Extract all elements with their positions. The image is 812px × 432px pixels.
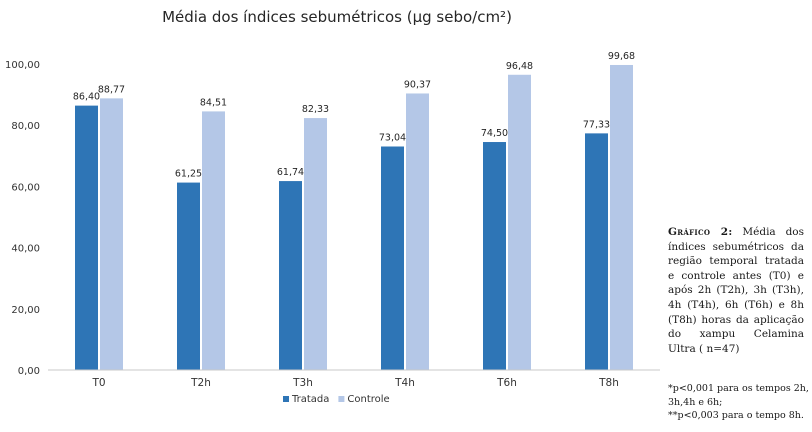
data-label: 82,33 xyxy=(302,104,329,115)
y-tick-label: 40,00 xyxy=(11,244,40,255)
data-label: 84,51 xyxy=(200,97,227,108)
data-label: 73,04 xyxy=(379,132,406,143)
x-axis: T0 T2h T3h T4h T6h T8h xyxy=(48,369,660,389)
x-tick-label: T2h xyxy=(190,377,211,389)
x-tick-label: T0 xyxy=(91,377,105,389)
y-tick-label: 20,00 xyxy=(11,305,40,316)
legend-label: Tratada xyxy=(291,394,329,405)
data-label: 96,48 xyxy=(506,61,533,72)
bar-controle xyxy=(508,74,531,370)
figure-caption: Gráfico 2: Média dos índices sebumétrico… xyxy=(668,225,804,356)
caption-text: Média dos índices sebumétricos da região… xyxy=(668,226,805,355)
bar-tratada xyxy=(177,182,200,370)
data-label: 77,33 xyxy=(583,119,610,130)
bar-controle xyxy=(202,111,225,370)
y-tick-label: 0,00 xyxy=(18,366,40,377)
chart-title: Média dos índices sebumétricos (µg sebo/… xyxy=(162,8,512,26)
y-tick-label: 60,00 xyxy=(11,182,40,193)
data-label: 61,25 xyxy=(175,169,202,180)
note-line-3: **p<0,003 para o tempo 8h. xyxy=(668,410,804,421)
bar-controle xyxy=(100,98,123,370)
note-line-2: 3h,4h e 6h; xyxy=(668,396,723,408)
bar-tratada xyxy=(381,146,404,370)
x-tick-label: T6h xyxy=(496,377,517,389)
data-label: 74,50 xyxy=(481,128,508,139)
y-tick-label: 80,00 xyxy=(11,121,40,132)
data-label: 88,77 xyxy=(98,84,125,95)
data-label: 90,37 xyxy=(404,79,431,90)
legend: Tratada Controle xyxy=(283,394,390,405)
bar-controle xyxy=(304,118,327,371)
significance-notes: *p<0,001 para os tempos 2h, 3h,4h e 6h; … xyxy=(668,382,810,423)
data-label: 61,74 xyxy=(277,167,304,178)
data-label: 99,68 xyxy=(608,51,635,62)
bar-tratada xyxy=(585,133,608,370)
note-line-1: *p<0,001 para os tempos 2h, xyxy=(668,383,809,394)
x-tick-label: T4h xyxy=(394,377,415,389)
bar-tratada xyxy=(483,142,506,370)
y-axis: 0,00 20,00 40,00 60,00 80,00 100,00 xyxy=(5,60,40,377)
bar-tratada xyxy=(279,181,302,370)
bar-controle xyxy=(610,64,633,371)
legend-swatch xyxy=(283,396,289,402)
caption-label: Gráfico 2: xyxy=(668,226,733,238)
x-tick-label: T8h xyxy=(598,377,619,389)
data-label: 86,40 xyxy=(73,92,100,103)
y-tick-label: 100,00 xyxy=(5,60,40,71)
bar-controle xyxy=(406,93,429,370)
legend-swatch xyxy=(338,396,345,402)
legend-label: Controle xyxy=(347,394,389,405)
bar-tratada xyxy=(75,105,98,370)
x-tick-label: T3h xyxy=(292,377,313,389)
chart: Média dos índices sebumétricos (µg sebo/… xyxy=(5,8,660,405)
